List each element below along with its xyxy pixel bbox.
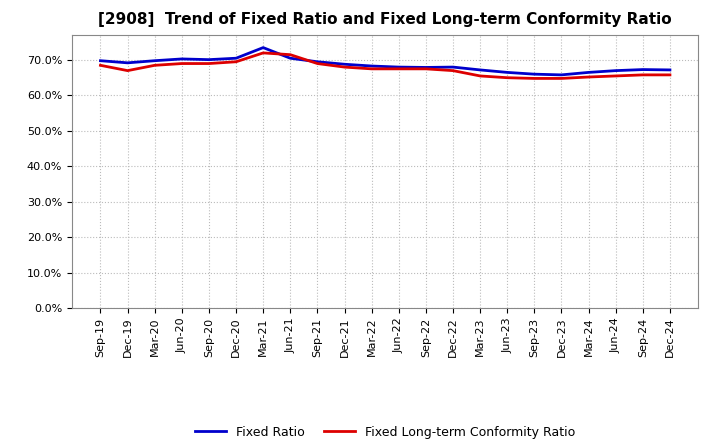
Fixed Long-term Conformity Ratio (96, 62, 105, 68)
Fixed Ratio (96, 58, 105, 63)
Fixed Long-term Conformity Ratio (611, 73, 620, 79)
Fixed Long-term Conformity Ratio (584, 74, 593, 80)
Fixed Long-term Conformity Ratio (341, 64, 349, 70)
Fixed Long-term Conformity Ratio (286, 52, 294, 57)
Fixed Ratio (150, 58, 159, 63)
Fixed Ratio (286, 55, 294, 61)
Fixed Ratio (449, 64, 457, 70)
Legend: Fixed Ratio, Fixed Long-term Conformity Ratio: Fixed Ratio, Fixed Long-term Conformity … (190, 421, 580, 440)
Fixed Long-term Conformity Ratio (313, 61, 322, 66)
Fixed Ratio (476, 67, 485, 73)
Fixed Long-term Conformity Ratio (232, 59, 240, 64)
Fixed Ratio (178, 56, 186, 62)
Fixed Long-term Conformity Ratio (476, 73, 485, 79)
Fixed Long-term Conformity Ratio (665, 72, 674, 77)
Fixed Ratio (584, 70, 593, 75)
Fixed Long-term Conformity Ratio (259, 50, 268, 55)
Fixed Long-term Conformity Ratio (367, 66, 376, 71)
Fixed Long-term Conformity Ratio (150, 62, 159, 68)
Fixed Long-term Conformity Ratio (557, 76, 566, 81)
Fixed Ratio (421, 65, 430, 70)
Fixed Ratio (395, 64, 403, 70)
Fixed Ratio (611, 68, 620, 73)
Fixed Ratio (503, 70, 511, 75)
Fixed Ratio (367, 63, 376, 69)
Fixed Long-term Conformity Ratio (204, 61, 213, 66)
Fixed Ratio (123, 60, 132, 66)
Fixed Ratio (341, 62, 349, 67)
Fixed Long-term Conformity Ratio (395, 66, 403, 71)
Line: Fixed Long-term Conformity Ratio: Fixed Long-term Conformity Ratio (101, 53, 670, 78)
Fixed Ratio (232, 55, 240, 61)
Fixed Ratio (313, 59, 322, 64)
Fixed Long-term Conformity Ratio (449, 68, 457, 73)
Fixed Ratio (665, 67, 674, 73)
Fixed Ratio (204, 57, 213, 62)
Fixed Long-term Conformity Ratio (503, 75, 511, 81)
Line: Fixed Ratio: Fixed Ratio (101, 48, 670, 75)
Fixed Long-term Conformity Ratio (123, 68, 132, 73)
Fixed Long-term Conformity Ratio (530, 76, 539, 81)
Fixed Long-term Conformity Ratio (421, 66, 430, 71)
Fixed Long-term Conformity Ratio (178, 61, 186, 66)
Fixed Ratio (639, 67, 647, 72)
Fixed Long-term Conformity Ratio (639, 72, 647, 77)
Fixed Ratio (557, 72, 566, 77)
Fixed Ratio (530, 72, 539, 77)
Title: [2908]  Trend of Fixed Ratio and Fixed Long-term Conformity Ratio: [2908] Trend of Fixed Ratio and Fixed Lo… (99, 12, 672, 27)
Fixed Ratio (259, 45, 268, 50)
